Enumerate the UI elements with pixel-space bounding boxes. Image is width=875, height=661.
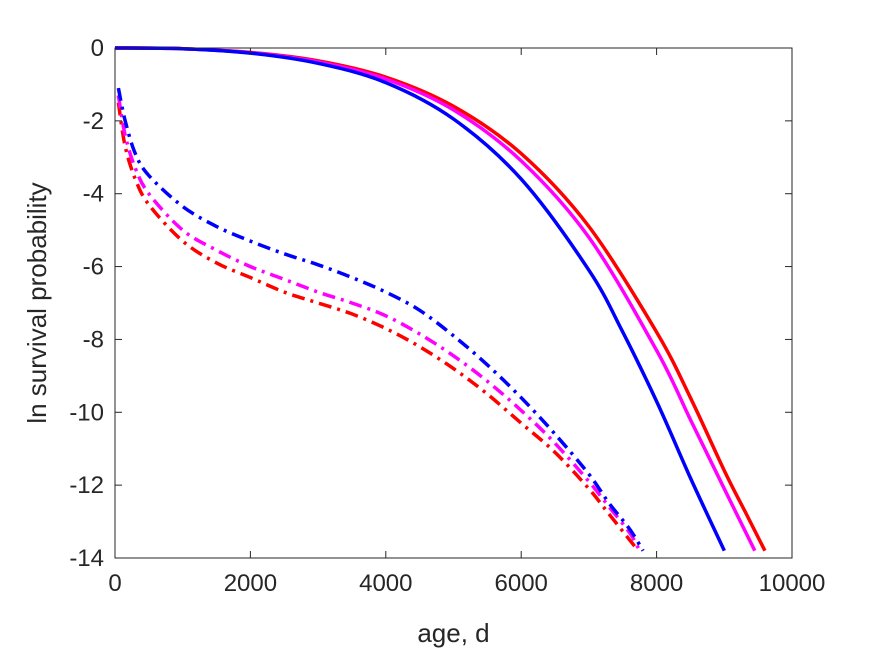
series-line-2 [114,46,757,552]
series-layer [114,46,767,552]
x-tick-label: 0 [108,570,121,597]
x-axis-label: age, d [417,618,489,648]
y-tick-label: -10 [69,399,104,426]
y-tick-label: -14 [69,545,104,572]
series-line-5 [116,95,642,552]
series-line-6 [116,87,645,552]
plot-frame [114,47,793,559]
y-tick-label: 0 [91,35,104,62]
series-line-4 [116,102,640,552]
y-tick-label: -8 [83,326,104,353]
ticks-layer: 0 2000 4000 6000 8000 10000 0 -2 -4 -6 -8 -10 -12 -14 [69,35,825,597]
x-tick-label: 8000 [630,570,683,597]
y-tick-label: -4 [83,181,104,208]
x-tick-label: 4000 [359,570,412,597]
y-tick-label: -12 [69,472,104,499]
series-line-1 [114,46,767,552]
x-tick-label: 2000 [224,570,277,597]
series-line-3 [114,46,726,552]
y-tick-label: -6 [83,254,104,281]
y-axis-label: ln survival probability [22,182,52,423]
x-tick-label: 6000 [495,570,548,597]
x-tick-label: 10000 [759,570,826,597]
y-tick-label: -2 [83,108,104,135]
